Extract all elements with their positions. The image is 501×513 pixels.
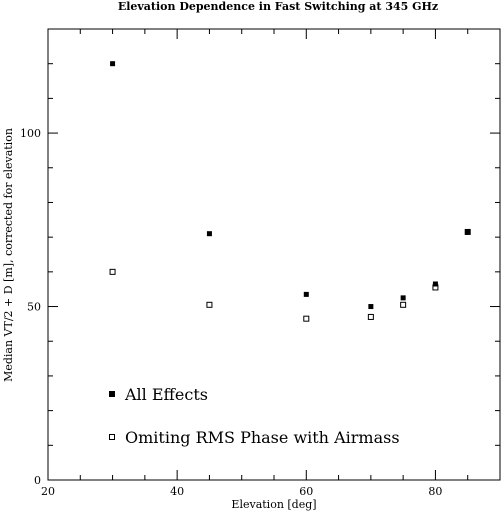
legend-marker-all-effects — [109, 391, 115, 397]
x-tick-label: 80 — [428, 485, 442, 498]
y-tick-label: 100 — [20, 127, 41, 140]
point-all-effects — [368, 304, 374, 310]
y-axis-label: Median VT/2 + D [m], corrected for eleva… — [2, 128, 15, 382]
x-tick-label: 60 — [299, 485, 313, 498]
point-omiting-rms — [109, 268, 116, 275]
point-omiting-rms — [464, 228, 471, 235]
tick-labels: 20 40 60 80 0 50 100 — [20, 127, 442, 498]
data-points — [109, 61, 471, 322]
point-all-effects — [303, 291, 309, 297]
y-tick-label: 50 — [27, 301, 41, 314]
legend: All Effects Omiting RMS Phase with Airma… — [109, 385, 400, 447]
legend-label-omiting-rms: Omiting RMS Phase with Airmass — [125, 428, 400, 447]
x-tick-label: 40 — [170, 485, 184, 498]
legend-marker-omiting-rms — [109, 434, 115, 440]
point-omiting-rms — [432, 284, 439, 291]
point-omiting-rms — [303, 315, 310, 322]
x-axis-label: Elevation [deg] — [231, 498, 316, 511]
point-all-effects — [110, 61, 116, 67]
point-all-effects — [432, 281, 438, 287]
point-all-effects — [465, 229, 471, 235]
point-omiting-rms — [206, 301, 213, 308]
x-tick-label: 20 — [41, 485, 55, 498]
chart-title: Elevation Dependence in Fast Switching a… — [118, 0, 438, 13]
axis-ticks — [47, 28, 501, 481]
point-all-effects — [206, 231, 212, 237]
point-omiting-rms — [400, 301, 407, 308]
point-all-effects — [400, 295, 406, 301]
legend-label-all-effects: All Effects — [124, 385, 208, 404]
point-omiting-rms — [367, 313, 374, 320]
y-tick-label: 0 — [34, 474, 41, 487]
plot-frame — [47, 28, 501, 481]
